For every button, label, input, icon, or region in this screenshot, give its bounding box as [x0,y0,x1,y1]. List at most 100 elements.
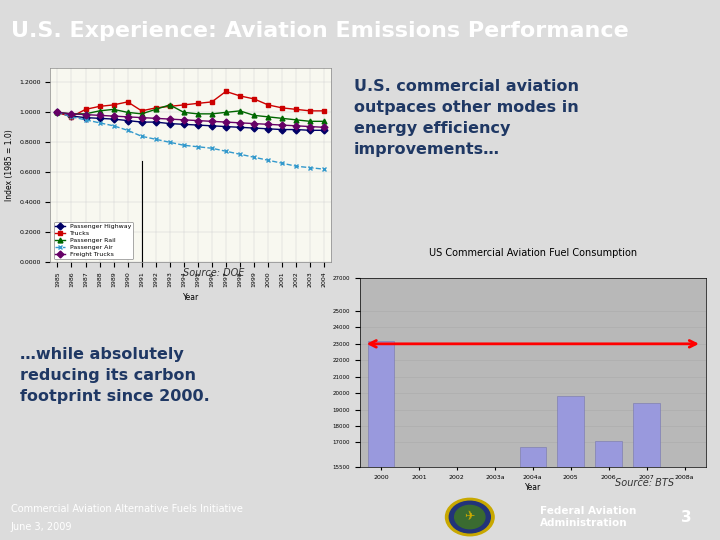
Y-axis label: Index (1985 = 1.0): Index (1985 = 1.0) [4,129,14,200]
Passenger Rail [194,111,202,117]
Text: 3: 3 [680,510,691,524]
Passenger Highway [235,124,244,131]
Freight Trucks [306,123,315,130]
Passenger Rail [53,109,62,116]
Bar [520,447,546,540]
X-axis label: Year: Year [525,483,541,491]
Passenger Highway [138,119,146,125]
Passenger Air [222,148,230,154]
Trucks [250,96,258,102]
Trucks [166,103,174,110]
Passenger Highway [67,113,76,119]
Text: June 3, 2009: June 3, 2009 [11,522,72,532]
Passenger Highway [179,121,188,127]
Freight Trucks [138,114,146,121]
Line: Passenger Air: Passenger Air [55,110,327,172]
Text: Federal Aviation
Administration: Federal Aviation Administration [540,506,636,528]
Text: U.S. commercial aviation
outpaces other modes in
energy efficiency
improvements…: U.S. commercial aviation outpaces other … [354,79,579,157]
Trucks [123,99,132,105]
Trucks [138,107,146,114]
Passenger Highway [53,109,62,116]
Text: …while absolutely
reducing its carbon
footprint since 2000.: …while absolutely reducing its carbon fo… [20,347,210,404]
Passenger Rail [250,112,258,119]
Passenger Rail [138,111,146,117]
Trucks [179,102,188,108]
Passenger Highway [306,127,315,133]
Passenger Highway [166,120,174,127]
Freight Trucks [123,113,132,120]
Trucks [320,107,328,114]
Passenger Rail [151,106,160,113]
Trucks [95,103,104,110]
Bar [405,483,432,540]
Freight Trucks [109,113,118,119]
Passenger Air [138,133,146,139]
Passenger Air [166,139,174,145]
Freight Trucks [53,109,62,116]
Trucks [235,93,244,99]
Passenger Highway [320,127,328,133]
Text: Source: DOE: Source: DOE [184,268,245,278]
Passenger Rail [123,109,132,116]
Passenger Air [278,160,287,166]
Text: ✈: ✈ [464,510,475,524]
Bar [672,503,698,540]
Bar [634,403,660,540]
Trucks [264,102,272,108]
Circle shape [455,505,485,529]
Passenger Rail [320,118,328,125]
Freight Trucks [151,115,160,122]
Passenger Highway [207,123,216,129]
Trucks [194,100,202,106]
Passenger Rail [109,106,118,113]
Freight Trucks [207,118,216,125]
Passenger Highway [264,126,272,132]
Passenger Air [179,142,188,149]
Freight Trucks [81,111,90,118]
Passenger Rail [278,115,287,122]
Trucks [207,99,216,105]
Trucks [292,106,300,113]
Freight Trucks [179,117,188,123]
Circle shape [446,498,494,536]
Freight Trucks [320,124,328,131]
Passenger Air [67,113,76,120]
Bar [557,396,584,540]
Passenger Air [53,109,62,116]
Passenger Rail [235,107,244,114]
Trucks [278,105,287,111]
Title: US Commercial Aviation Fuel Consumption: US Commercial Aviation Fuel Consumption [428,248,637,258]
Trucks [67,113,76,120]
Freight Trucks [278,122,287,129]
Passenger Rail [179,109,188,116]
Passenger Rail [81,111,90,117]
Passenger Air [95,119,104,126]
Freight Trucks [194,117,202,124]
Passenger Air [235,151,244,158]
Passenger Highway [95,115,104,122]
Freight Trucks [264,121,272,127]
Trucks [222,88,230,94]
Passenger Air [292,163,300,170]
Text: Commercial Aviation Alternative Fuels Initiative: Commercial Aviation Alternative Fuels In… [11,504,243,514]
Text: U.S. Experience: Aviation Emissions Performance: U.S. Experience: Aviation Emissions Perf… [11,21,629,41]
Passenger Rail [306,118,315,125]
Passenger Air [264,157,272,164]
Passenger Air [109,123,118,129]
Passenger Air [320,166,328,172]
Passenger Air [123,127,132,133]
Passenger Highway [292,126,300,133]
Line: Passenger Highway: Passenger Highway [55,110,327,133]
Legend: Passenger Highway, Trucks, Passenger Rail, Passenger Air, Freight Trucks: Passenger Highway, Trucks, Passenger Rai… [53,222,133,259]
Trucks [53,109,62,116]
Line: Freight Trucks: Freight Trucks [55,110,327,130]
Passenger Highway [123,117,132,124]
Passenger Rail [166,102,174,108]
Passenger Highway [222,123,230,130]
Passenger Highway [250,125,258,131]
Passenger Rail [222,109,230,116]
Passenger Highway [81,114,90,121]
Passenger Rail [292,117,300,123]
Passenger Rail [95,107,104,114]
Passenger Highway [109,116,118,123]
